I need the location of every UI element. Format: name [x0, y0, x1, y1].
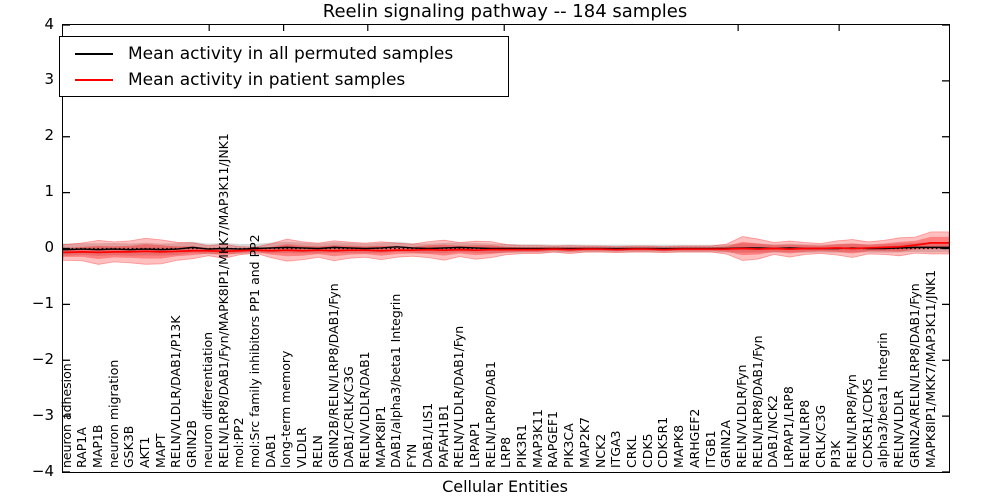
permuted-line-swatch [75, 53, 113, 55]
x-tick-label: DAB1/CRLK/C3G [341, 366, 357, 468]
legend-label-permuted: Mean activity in all permuted samples [128, 44, 454, 64]
legend-item-permuted: Mean activity in all permuted samples [60, 41, 508, 67]
legend-label-patient: Mean activity in patient samples [128, 70, 406, 90]
y-tick-label: −1 [31, 293, 54, 312]
x-tick-label: alpha3/beta1 Integrin [875, 332, 891, 468]
x-tick-label: mol:PP2 [231, 417, 247, 468]
x-tick-label: RELN/VLDLR/DAB1 [356, 351, 372, 468]
x-tick-label: CDK5 [639, 433, 655, 468]
x-tick-label: MAPK8IP1/MKK7/MAP3K11/JNK1 [922, 269, 938, 468]
x-tick-label: RAPGEF1 [545, 411, 561, 468]
x-tick-label: CDK5R1 [655, 416, 671, 468]
x-tick-label: CDK5R1/CDK5 [859, 378, 875, 468]
series-line-patient [63, 242, 949, 254]
y-tick-label: −2 [31, 349, 54, 368]
x-tick-label: AKT1 [137, 436, 153, 468]
y-tick-label: 1 [44, 182, 54, 201]
x-tick-label: LRPAP1/LRP8 [781, 386, 797, 468]
x-tick-label: NCK2 [592, 433, 608, 468]
x-tick-label: DAB1/alpha3/beta1 Integrin [388, 293, 404, 468]
x-tick-label: DAB1/NCK2 [765, 395, 781, 468]
x-tick-label: RAP1A [74, 427, 90, 468]
x-tick-label: mol:Src family inhibitors PP1 and PP2 [247, 234, 262, 468]
x-tick-label: CRKL [624, 435, 640, 468]
y-tick-label: 2 [44, 126, 54, 145]
x-tick-label: RELN/VLDLR/Fyn [733, 364, 749, 468]
y-tick-label: 4 [44, 14, 54, 33]
x-axis-label: Cellular Entities [442, 477, 568, 496]
x-tick-label: RELN [309, 435, 325, 468]
x-tick-label: MAP2K7 [576, 417, 592, 468]
chart-canvas [63, 25, 949, 472]
plot-area [62, 24, 950, 473]
legend: Mean activity in all permuted samples Me… [59, 36, 509, 97]
x-tick-label: long-term memory [278, 350, 294, 468]
x-tick-label: MAP1B [89, 424, 105, 468]
x-tick-label: GRIN2A [718, 420, 734, 468]
x-tick-label: VLDLR [294, 427, 310, 468]
x-tick-label: GRIN2B [184, 420, 200, 468]
y-tick-label: −4 [31, 461, 54, 480]
x-tick-label: neuron adhesion [58, 363, 74, 468]
x-tick-label: MAPK8IP1 [372, 405, 388, 468]
x-tick-label: DAB1 [262, 433, 278, 469]
x-tick-label: ARHGEF2 [686, 408, 702, 468]
x-tick-label: MAP3K11 [529, 409, 545, 468]
x-tick-label: LRPAP1 [466, 421, 482, 468]
x-tick-label: GRIN2B/RELN/LRP8/DAB1/Fyn [325, 283, 341, 468]
y-tick-label: 3 [44, 70, 54, 89]
x-tick-label: LRP8 [498, 436, 514, 468]
x-tick-label: RELN/LRP8/DAB1/Fyn/MAPK8IP1/MKK7/MAP3K11… [215, 133, 231, 468]
x-tick-label: FYN [404, 443, 420, 468]
x-tick-label: DAB1/LIS1 [419, 402, 435, 468]
x-tick-label: RELN/LRP8/DAB1 [482, 361, 498, 468]
x-tick-label: GRIN2A/RELN/LRP8/DAB1/Fyn [906, 283, 922, 468]
x-tick-label: ITGB1 [702, 430, 718, 468]
legend-item-patient: Mean activity in patient samples [60, 67, 508, 93]
x-tick-label: MAPK8 [671, 424, 687, 468]
x-tick-label: PIK3R1 [514, 423, 530, 468]
x-tick-label: PAFAH1B1 [435, 404, 451, 468]
y-tick-label: 0 [44, 238, 54, 256]
x-tick-label: RELN/LRP8/DAB1/Fyn [749, 335, 765, 468]
x-tick-label: PIK3CA [561, 423, 577, 468]
x-tick-label: MAPT [152, 433, 168, 468]
x-tick-label: RELN/LRP8 [796, 399, 812, 468]
x-tick-label: RELN/VLDLR [891, 390, 907, 468]
x-tick-label: PI3K [828, 440, 844, 468]
x-tick-label: GSK3B [121, 425, 137, 468]
patient-line-swatch [75, 79, 113, 81]
y-tick-label: −3 [31, 405, 54, 424]
x-tick-label: ITGA3 [608, 430, 624, 468]
x-tick-label: CRLK/C3G [812, 404, 828, 468]
x-tick-label: neuron differentiation [199, 331, 215, 468]
chart-title: Reelin signaling pathway -- 184 samples [322, 1, 688, 22]
x-tick-label: RELN/VLDLR/DAB1/Fyn [451, 325, 467, 468]
x-tick-label: RELN/LRP8/Fyn [843, 374, 859, 468]
x-tick-label: RELN/VLDLR/DAB1/P13K [168, 315, 184, 468]
x-tick-label: neuron migration [105, 359, 121, 468]
